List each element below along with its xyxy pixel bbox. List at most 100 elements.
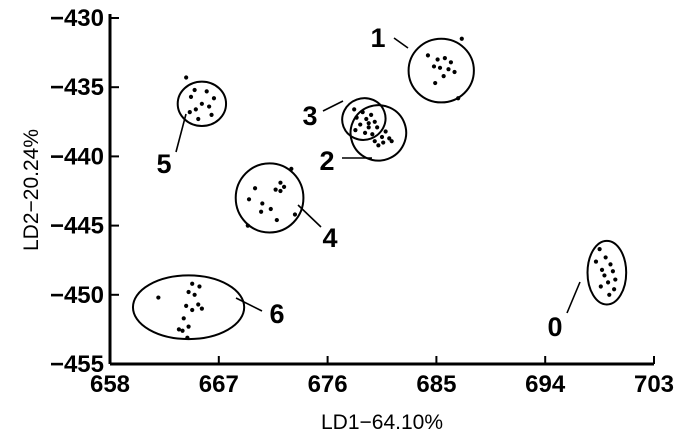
group-6-point — [186, 289, 191, 295]
group-1-leader — [393, 37, 409, 49]
group-3-point — [353, 128, 358, 133]
group-4-point — [260, 201, 265, 206]
group-5-point — [187, 110, 192, 115]
group-2-point — [366, 121, 371, 126]
group-1-point — [425, 53, 431, 58]
group-5-point — [188, 94, 194, 99]
group-1-point — [448, 60, 454, 65]
x-tick-label: 685 — [416, 371, 456, 398]
group-5-point — [209, 112, 214, 117]
group-3-ellipse — [341, 97, 387, 141]
group-6-point — [199, 306, 204, 311]
group-4-point — [281, 184, 287, 189]
group-3-point — [352, 107, 357, 112]
x-tick-label: 658 — [90, 371, 130, 398]
group-0-point — [608, 262, 613, 267]
group-2-point — [375, 125, 380, 130]
group-6-ellipse — [131, 274, 246, 341]
group-5-point — [192, 87, 197, 93]
group-5-point — [196, 116, 201, 122]
group-2-point — [387, 136, 392, 141]
group-6-point — [156, 295, 161, 300]
group-0-point — [612, 287, 617, 292]
x-tick-label: 703 — [634, 371, 674, 398]
group-4-point — [245, 223, 250, 228]
group-5-ellipse — [176, 80, 228, 127]
group-3-point — [369, 112, 374, 117]
group-0-point — [603, 255, 608, 260]
group-1-point — [452, 69, 457, 75]
group-6-point — [196, 302, 201, 307]
data-points — [156, 36, 618, 340]
x-axis-title: LD1−64.10% — [321, 411, 443, 434]
group-1-point — [433, 80, 438, 86]
group-4-point — [274, 217, 279, 223]
group-1-point — [446, 67, 451, 72]
group-6-point — [190, 281, 195, 286]
group-0-point — [598, 284, 603, 289]
group-0-point — [599, 267, 605, 272]
group-2-point — [383, 129, 388, 134]
group-0-ellipse — [586, 239, 628, 306]
group-1-point — [437, 65, 443, 70]
x-tick-label: 694 — [525, 371, 566, 398]
group-6-leader — [235, 297, 263, 312]
y-tick-label: −430 — [50, 5, 104, 32]
group-ellipses — [131, 37, 628, 341]
group-2-point — [381, 140, 386, 145]
group-0-point — [610, 269, 615, 274]
group-3-leader — [322, 100, 344, 112]
group-0-label: 0 — [547, 312, 562, 342]
group-6-point — [184, 303, 189, 308]
y-tick-label: −445 — [50, 213, 104, 240]
group-4-point — [278, 180, 283, 185]
group-2-point — [370, 132, 375, 137]
group-5-point — [204, 89, 209, 94]
group-3-label: 3 — [302, 101, 317, 131]
group-1-label: 1 — [370, 23, 385, 53]
axis-ticks: 658 667 676 685 694 703 −430 −435 −440 −445 −450 −4… — [50, 5, 674, 398]
y-tick-label: −450 — [50, 282, 104, 309]
group-2-label: 2 — [319, 146, 334, 176]
group-4-leader — [297, 204, 322, 228]
group-3-point — [364, 116, 369, 122]
group-4-point — [273, 187, 278, 192]
group-5-label: 5 — [156, 149, 171, 179]
x-tick-label: 667 — [199, 371, 239, 398]
group-1-point — [441, 74, 446, 79]
plot-frame — [108, 14, 654, 366]
group-4-point — [268, 206, 273, 212]
y-axis-title: LD2−20.24% — [20, 129, 43, 251]
group-4-point — [259, 209, 264, 214]
group-0-point — [613, 277, 618, 282]
group-2-ellipse — [349, 104, 408, 162]
y-tick-label: −435 — [50, 74, 104, 101]
group-5-point — [211, 96, 217, 101]
group-0-point — [607, 292, 612, 297]
group-3-point — [362, 130, 368, 135]
group-0-point — [593, 259, 599, 264]
group-6-point — [186, 324, 191, 329]
group-4-point — [289, 166, 294, 171]
group-6-point — [181, 316, 186, 321]
group-2-point — [379, 134, 385, 140]
group-4-point — [246, 197, 252, 202]
group-6-point — [176, 327, 182, 332]
group-0-point — [605, 280, 611, 285]
group-2-point — [372, 139, 377, 144]
group-3-point — [358, 122, 363, 127]
group-label-leaders — [175, 37, 581, 314]
group-5-point — [184, 75, 189, 80]
group-6-point — [185, 335, 190, 340]
group-4-label: 4 — [322, 223, 337, 253]
group-1-point — [442, 56, 447, 61]
group-3-point — [366, 125, 371, 130]
y-tick-label: −440 — [50, 143, 104, 170]
y-tick-label: −455 — [50, 351, 104, 378]
group-5-point — [207, 104, 212, 109]
group-1-point — [456, 96, 461, 101]
group-3-point — [360, 110, 365, 115]
group-1-point — [435, 57, 440, 62]
